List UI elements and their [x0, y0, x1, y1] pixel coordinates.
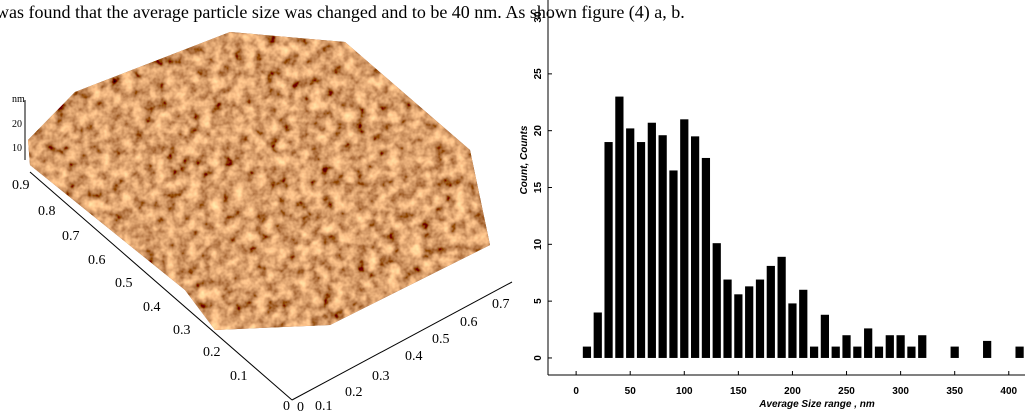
afm-y-tick: 0.6: [88, 253, 106, 268]
afm-y-axis: [29, 171, 293, 401]
x-tick-label: 0: [573, 386, 579, 397]
x-tick-label: 400: [1000, 386, 1017, 397]
bar: [755, 279, 765, 358]
afm-y-tick: 0.1: [230, 369, 248, 384]
afm-surface: [28, 32, 490, 330]
bar: [1015, 346, 1024, 358]
bar: [809, 346, 819, 358]
bar: [734, 294, 743, 358]
afm-z-tick: 20: [12, 119, 22, 130]
afm-x-tick: 0.7: [492, 297, 510, 312]
bar: [615, 96, 624, 358]
y-tick-label: 20: [533, 125, 544, 137]
bar: [680, 119, 689, 358]
x-tick-label: 300: [892, 386, 909, 397]
bar: [820, 314, 830, 358]
bar: [864, 328, 873, 358]
x-tick-label: 200: [784, 386, 801, 397]
x-tick-label: 250: [838, 386, 855, 397]
afm-y-tick: 0.8: [38, 204, 56, 219]
afm-x-tick: 0.4: [405, 349, 423, 364]
y-axis-title: Count, Counts: [519, 125, 530, 194]
afm-y-tick: 0.7: [62, 229, 80, 244]
bar: [669, 170, 678, 358]
bar: [593, 312, 602, 358]
bar: [723, 279, 732, 358]
y-tick-label: 0: [533, 355, 544, 361]
bar: [745, 286, 754, 358]
y-tick-label: 10: [533, 238, 544, 250]
bar: [690, 136, 700, 358]
bar: [842, 335, 851, 358]
bar: [885, 335, 894, 358]
bar: [636, 142, 646, 358]
x-tick-label: 350: [946, 386, 963, 397]
bar: [712, 243, 721, 358]
afm-y-tick: 0.9: [12, 178, 30, 193]
bar: [831, 346, 840, 358]
bar: [950, 346, 959, 358]
afm-y-tick: 0.3: [173, 323, 191, 338]
afm-x-tick: 0: [297, 400, 304, 412]
bar: [777, 256, 786, 358]
bar: [983, 340, 992, 358]
x-tick-label: 50: [625, 386, 637, 397]
afm-y-tick: 0.2: [203, 345, 221, 360]
x-tick-label: 100: [676, 386, 693, 397]
afm-image: [24, 32, 513, 401]
body-text: was found that the average particle size…: [0, 2, 685, 23]
bar: [701, 157, 711, 358]
afm-x-tick: 0.2: [345, 385, 363, 400]
y-tick-label: 25: [533, 68, 544, 80]
afm-x-axis: [291, 281, 513, 401]
bar: [582, 346, 592, 358]
bar: [907, 346, 916, 358]
afm-z-unit: nm: [12, 94, 25, 105]
afm-z-tick: 10: [12, 143, 22, 154]
bar: [626, 128, 635, 358]
bar: [766, 265, 775, 358]
bar: [918, 335, 927, 358]
afm-y-tick: 0.5: [115, 276, 133, 291]
afm-x-tick: 0.5: [432, 332, 450, 347]
y-tick-label: 30: [533, 11, 544, 23]
afm-x-tick: 0.6: [460, 315, 478, 330]
bar: [896, 335, 905, 358]
bar: [788, 303, 797, 358]
afm-x-tick: 0.1: [315, 399, 333, 412]
bar: [799, 289, 808, 358]
bar: [874, 346, 884, 358]
bar: [658, 135, 667, 358]
x-axis-title: Average Size range , nm: [758, 399, 875, 410]
afm-y-tick: 0.4: [143, 300, 161, 315]
y-tick-label: 5: [533, 298, 544, 304]
afm-y-tick: 0: [283, 399, 290, 412]
x-tick-label: 150: [730, 386, 747, 397]
afm-x-tick: 0.3: [372, 369, 390, 384]
bar: [604, 142, 613, 358]
bar: [853, 346, 862, 358]
bar: [647, 122, 656, 358]
y-tick-label: 15: [533, 182, 544, 194]
